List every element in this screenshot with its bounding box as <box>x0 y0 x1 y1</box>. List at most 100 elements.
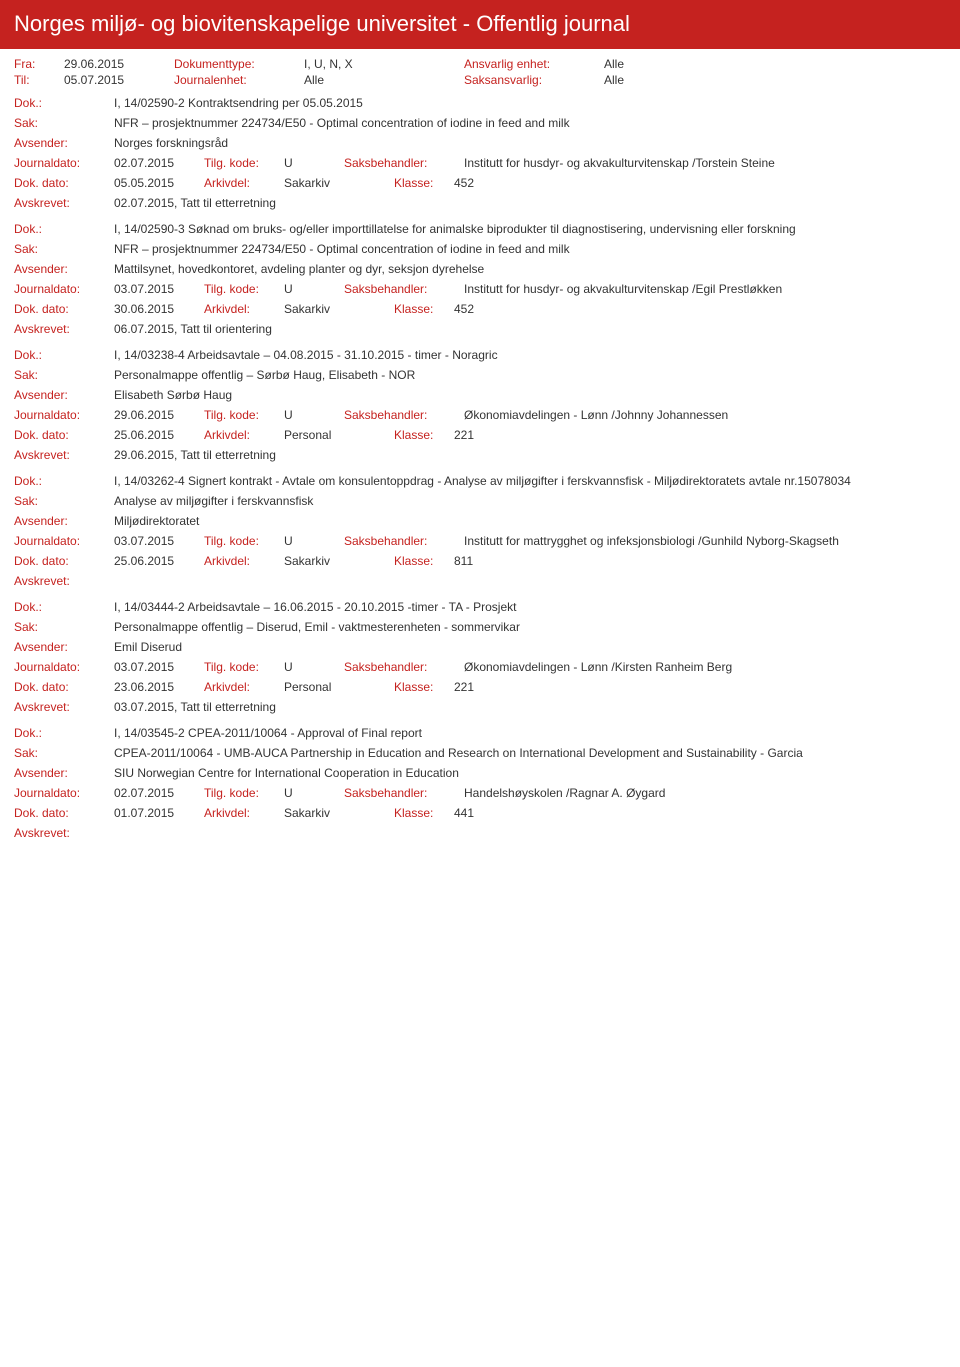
avsender-row: Avsender:Emil Diserud <box>14 637 946 657</box>
sbeh-label: Saksbehandler: <box>344 156 464 170</box>
filter-block: Fra: 29.06.2015 Dokumenttype: I, U, N, X… <box>0 49 960 93</box>
arkd-value: Sakarkiv <box>284 302 394 316</box>
sak-label: Sak: <box>14 116 114 130</box>
avsender-value: Emil Diserud <box>114 640 946 654</box>
jdato-label: Journaldato: <box>14 408 114 422</box>
arkd-label: Arkivdel: <box>204 176 284 190</box>
klasse-label: Klasse: <box>394 806 454 820</box>
dok-label: Dok.: <box>14 96 114 110</box>
dok-value: I, 14/02590-3 Søknad om bruks- og/eller … <box>114 222 946 236</box>
journal-row: Journaldato:29.06.2015Tilg. kode:USaksbe… <box>14 405 946 425</box>
tkode-value: U <box>284 282 344 296</box>
dok-value: I, 14/03238-4 Arbeidsavtale – 04.08.2015… <box>114 348 946 362</box>
avskrevet-row: Avskrevet:06.07.2015, Tatt til orienteri… <box>14 319 946 339</box>
dok-label: Dok.: <box>14 474 114 488</box>
journal-row: Journaldato:02.07.2015Tilg. kode:USaksbe… <box>14 153 946 173</box>
journ-label: Journalenhet: <box>174 73 304 87</box>
sbeh-value: Økonomiavdelingen - Lønn /Kirsten Ranhei… <box>464 660 946 674</box>
tkode-value: U <box>284 408 344 422</box>
doktype-label: Dokumenttype: <box>174 57 304 71</box>
tkode-value: U <box>284 156 344 170</box>
saks-value: Alle <box>604 73 624 87</box>
avsender-row: Avsender:Mattilsynet, hovedkontoret, avd… <box>14 259 946 279</box>
sbeh-label: Saksbehandler: <box>344 786 464 800</box>
avsender-label: Avsender: <box>14 766 114 780</box>
fra-label: Fra: <box>14 57 64 71</box>
dokdato-row: Dok. dato:23.06.2015Arkivdel:PersonalKla… <box>14 677 946 697</box>
jdato-value: 29.06.2015 <box>114 408 204 422</box>
journal-entry: Dok.:I, 14/02590-2 Kontraktsendring per … <box>14 93 946 213</box>
avskrevet-row: Avskrevet: <box>14 823 946 843</box>
sak-value: NFR – prosjektnummer 224734/E50 - Optima… <box>114 116 946 130</box>
sak-label: Sak: <box>14 494 114 508</box>
journ-value: Alle <box>304 73 464 87</box>
sak-label: Sak: <box>14 620 114 634</box>
jdato-value: 03.07.2015 <box>114 282 204 296</box>
arkd-value: Sakarkiv <box>284 554 394 568</box>
dok-value: I, 14/03262-4 Signert kontrakt - Avtale … <box>114 474 946 488</box>
avskr-label: Avskrevet: <box>14 574 114 588</box>
sak-row: Sak:CPEA-2011/10064 - UMB-AUCA Partnersh… <box>14 743 946 763</box>
journal-row: Journaldato:03.07.2015Tilg. kode:USaksbe… <box>14 279 946 299</box>
avsender-label: Avsender: <box>14 388 114 402</box>
avskr-value: 29.06.2015, Tatt til etterretning <box>114 448 946 462</box>
sak-label: Sak: <box>14 242 114 256</box>
sak-row: Sak:NFR – prosjektnummer 224734/E50 - Op… <box>14 113 946 133</box>
sak-value: CPEA-2011/10064 - UMB-AUCA Partnership i… <box>114 746 946 760</box>
dok-label: Dok.: <box>14 348 114 362</box>
doktype-value: I, U, N, X <box>304 57 464 71</box>
klasse-label: Klasse: <box>394 680 454 694</box>
ddato-value: 01.07.2015 <box>114 806 204 820</box>
arkd-value: Sakarkiv <box>284 176 394 190</box>
klasse-value: 221 <box>454 680 534 694</box>
sak-value: NFR – prosjektnummer 224734/E50 - Optima… <box>114 242 946 256</box>
jdato-label: Journaldato: <box>14 156 114 170</box>
arkd-value: Personal <box>284 680 394 694</box>
sbeh-label: Saksbehandler: <box>344 408 464 422</box>
avsender-label: Avsender: <box>14 136 114 150</box>
tkode-label: Tilg. kode: <box>204 408 284 422</box>
sbeh-value: Økonomiavdelingen - Lønn /Johnny Johanne… <box>464 408 946 422</box>
tkode-label: Tilg. kode: <box>204 786 284 800</box>
jdato-label: Journaldato: <box>14 534 114 548</box>
avskrevet-row: Avskrevet: <box>14 571 946 591</box>
avsender-row: Avsender:Elisabeth Sørbø Haug <box>14 385 946 405</box>
sbeh-value: Institutt for husdyr- og akvakulturviten… <box>464 156 946 170</box>
klasse-value: 452 <box>454 176 534 190</box>
ddato-value: 25.06.2015 <box>114 428 204 442</box>
sbeh-value: Handelshøyskolen /Ragnar A. Øygard <box>464 786 946 800</box>
dokdato-row: Dok. dato:05.05.2015Arkivdel:SakarkivKla… <box>14 173 946 193</box>
dokdato-row: Dok. dato:01.07.2015Arkivdel:SakarkivKla… <box>14 803 946 823</box>
page-header: Norges miljø- og biovitenskapelige unive… <box>0 0 960 49</box>
sak-label: Sak: <box>14 746 114 760</box>
tkode-label: Tilg. kode: <box>204 282 284 296</box>
klasse-value: 452 <box>454 302 534 316</box>
sak-value: Personalmappe offentlig – Sørbø Haug, El… <box>114 368 946 382</box>
avskrevet-row: Avskrevet:29.06.2015, Tatt til etterretn… <box>14 445 946 465</box>
klasse-label: Klasse: <box>394 554 454 568</box>
sak-value: Personalmappe offentlig – Diserud, Emil … <box>114 620 946 634</box>
dok-value: I, 14/02590-2 Kontraktsendring per 05.05… <box>114 96 946 110</box>
sbeh-value: Institutt for mattrygghet og infeksjonsb… <box>464 534 946 548</box>
ddato-label: Dok. dato: <box>14 554 114 568</box>
arkd-value: Sakarkiv <box>284 806 394 820</box>
ddato-value: 23.06.2015 <box>114 680 204 694</box>
dok-row: Dok.:I, 14/03262-4 Signert kontrakt - Av… <box>14 471 946 491</box>
jdato-label: Journaldato: <box>14 786 114 800</box>
arkd-label: Arkivdel: <box>204 302 284 316</box>
sak-value: Analyse av miljøgifter i ferskvannsfisk <box>114 494 946 508</box>
ansv-value: Alle <box>604 57 624 71</box>
avsender-row: Avsender:Norges forskningsråd <box>14 133 946 153</box>
klasse-value: 221 <box>454 428 534 442</box>
sbeh-label: Saksbehandler: <box>344 534 464 548</box>
saks-label: Saksansvarlig: <box>464 73 604 87</box>
avsender-row: Avsender:SIU Norwegian Centre for Intern… <box>14 763 946 783</box>
ddato-label: Dok. dato: <box>14 806 114 820</box>
avskr-label: Avskrevet: <box>14 448 114 462</box>
klasse-label: Klasse: <box>394 428 454 442</box>
filter-row-1: Fra: 29.06.2015 Dokumenttype: I, U, N, X… <box>14 57 946 71</box>
til-value: 05.07.2015 <box>64 73 174 87</box>
avskr-value: 06.07.2015, Tatt til orientering <box>114 322 946 336</box>
avsender-row: Avsender:Miljødirektoratet <box>14 511 946 531</box>
jdato-value: 03.07.2015 <box>114 534 204 548</box>
